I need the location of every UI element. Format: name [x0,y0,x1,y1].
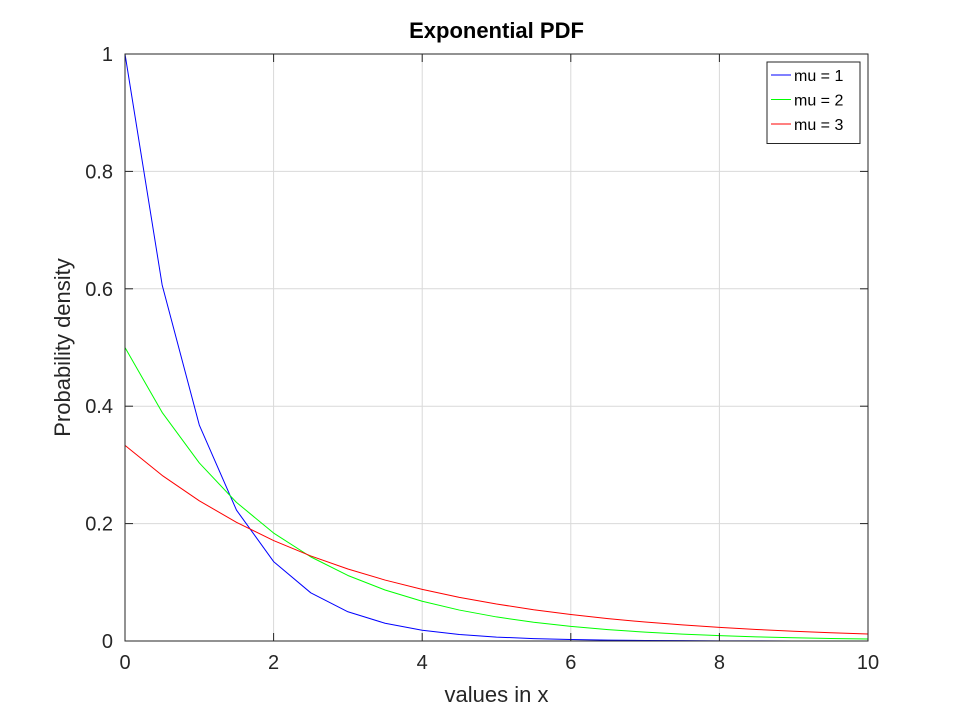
legend-box [766,61,861,144]
y-tick-label: 0.2 [85,514,113,536]
legend-entry-label: mu = 2 [794,93,843,110]
x-axis-label: values in x [445,682,549,707]
series-line-mu-3 [124,444,869,635]
legend: mu = 1 mu = 2 mu = 3 [766,61,861,144]
x-tick-label: 6 [565,652,576,674]
y-tick-label: 1 [102,44,113,66]
series-line-mu-2 [124,347,869,640]
x-tick-label: 8 [714,652,725,674]
axis-ticks: 0 2 4 6 8 10 0 0.2 0.4 0.6 0.8 1 [85,44,879,674]
y-axis-label: Probability density [50,258,75,437]
y-tick-label: 0.6 [85,279,113,301]
y-tick-label: 0.8 [85,161,113,183]
x-tick-label: 10 [857,652,879,674]
grid [124,53,869,642]
x-tick-label: 0 [119,652,130,674]
axes-frame [124,53,869,642]
y-tick-label: 0 [102,631,113,653]
x-tick-label: 2 [268,652,279,674]
chart-title: Exponential PDF [409,18,584,43]
legend-entry-label: mu = 3 [794,117,843,134]
y-tick-label: 0.4 [85,396,113,418]
x-tick-label: 4 [417,652,428,674]
legend-entry-label: mu = 1 [794,68,843,85]
